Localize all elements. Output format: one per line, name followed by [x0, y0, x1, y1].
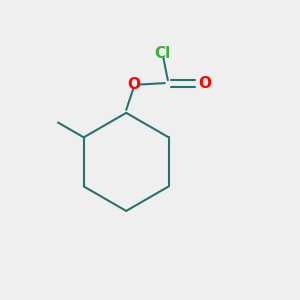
Text: O: O: [198, 76, 211, 91]
Text: O: O: [127, 77, 140, 92]
Text: Cl: Cl: [154, 46, 170, 61]
